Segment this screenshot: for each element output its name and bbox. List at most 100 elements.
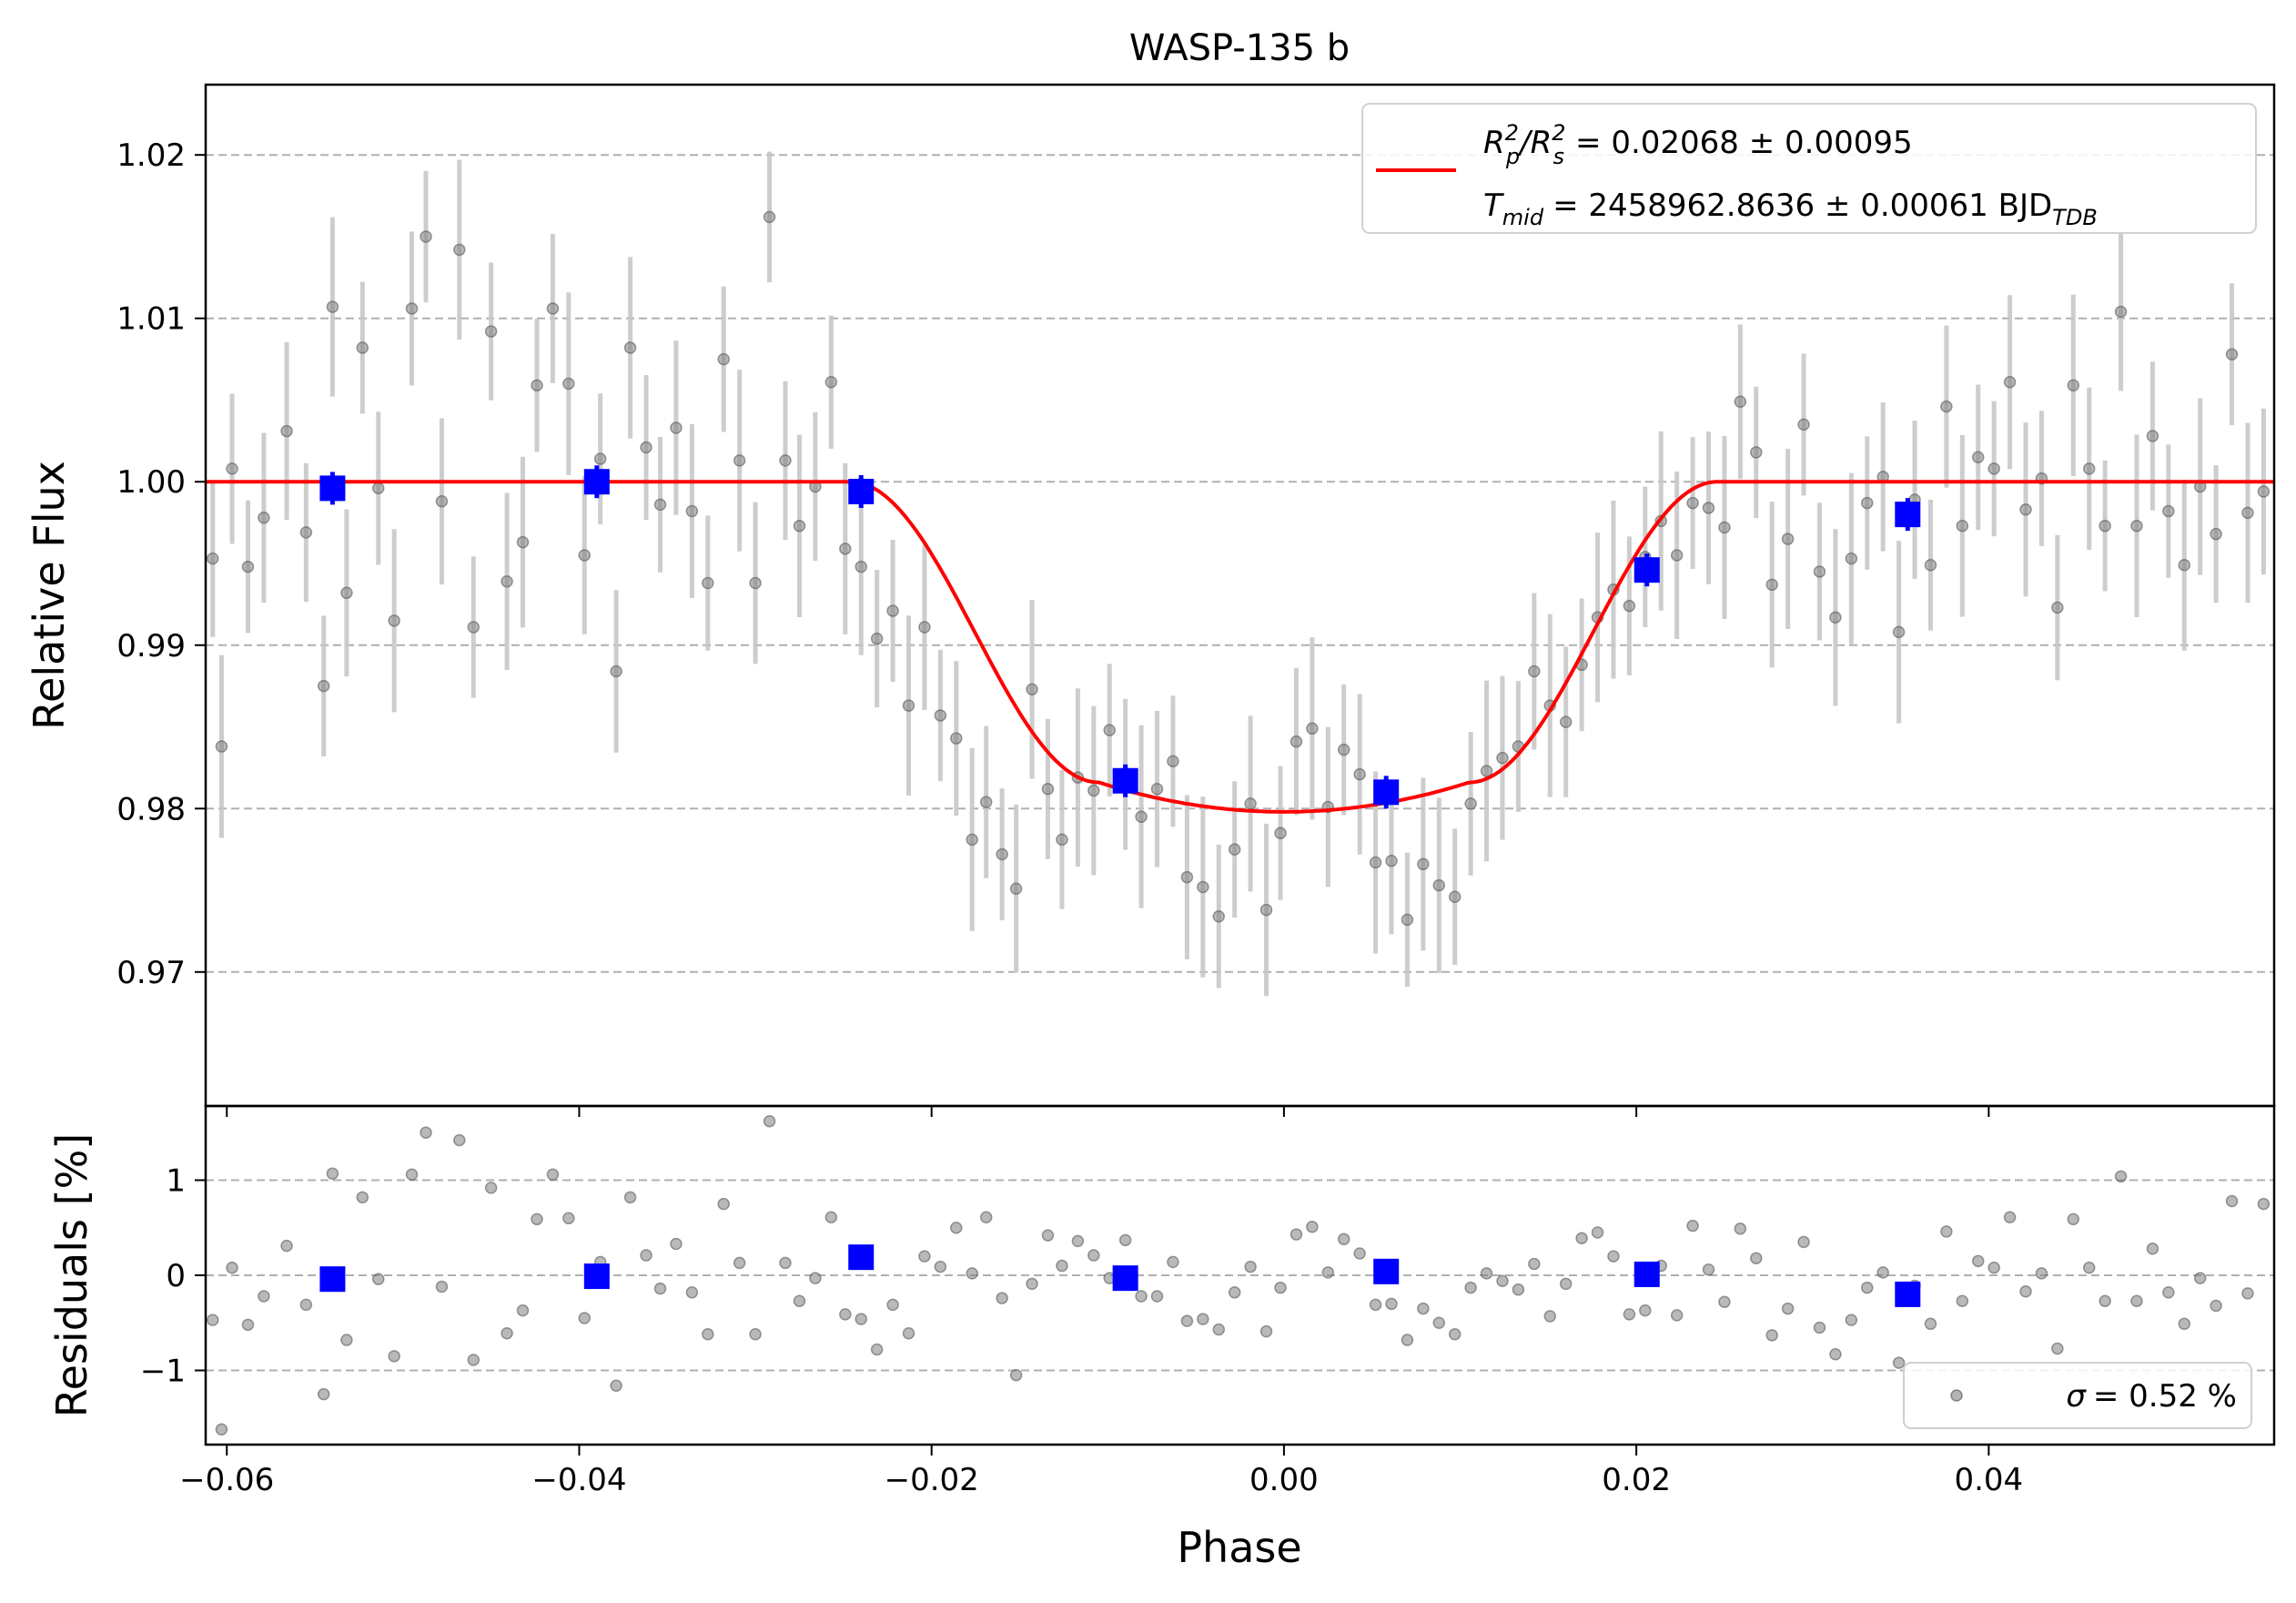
flux-raw-point <box>1734 395 1747 409</box>
residual-raw-point <box>1940 1225 1953 1238</box>
residual-raw-point <box>1071 1234 1085 1248</box>
residual-raw-point <box>1353 1247 1366 1260</box>
residual-raw-point <box>934 1260 947 1273</box>
flux-raw-point <box>484 325 498 338</box>
flux-raw-point <box>1781 533 1795 545</box>
residual-raw-point <box>1259 1324 1273 1338</box>
flux-raw-point <box>1369 856 1382 869</box>
flux-raw-point <box>1353 767 1366 781</box>
flux-raw-point <box>966 833 978 847</box>
residual-raw-point <box>371 1273 385 1285</box>
flux-raw-point <box>435 495 449 508</box>
residual-raw-point <box>531 1212 543 1226</box>
residual-raw-point <box>420 1126 432 1140</box>
x-tick-label: 0.04 <box>1954 1462 2023 1498</box>
residual-raw-point <box>405 1168 419 1181</box>
residuals-legend-box <box>1903 1362 2252 1429</box>
flux-raw-point <box>2051 601 2064 614</box>
flux-raw-point <box>902 699 915 712</box>
residuals-y-tick-label: 1 <box>166 1163 186 1200</box>
flux-y-tick-label: 1.02 <box>116 137 186 174</box>
residual-raw-point <box>702 1328 714 1341</box>
residual-raw-point <box>824 1211 838 1224</box>
flux-binned-point <box>1895 502 1921 528</box>
x-tick-label: 0.02 <box>1602 1462 1671 1498</box>
flux-raw-point <box>1228 843 1241 856</box>
flux-raw-point <box>1956 519 1969 533</box>
flux-raw-point <box>950 732 963 745</box>
residual-raw-point <box>1464 1281 1477 1294</box>
residual-raw-point <box>653 1282 667 1295</box>
residual-raw-point <box>717 1197 730 1211</box>
flux-y-tick-label: 1.00 <box>116 464 186 501</box>
flux-raw-point <box>1041 782 1055 796</box>
flux-raw-point <box>763 210 776 224</box>
residual-raw-point <box>1956 1294 1969 1307</box>
residual-raw-point <box>1971 1254 1985 1268</box>
residual-raw-point <box>453 1133 466 1147</box>
flux-y-tick-label: 0.98 <box>116 791 186 827</box>
residuals-y-tick-label: −1 <box>140 1353 186 1389</box>
flux-raw-point <box>1259 903 1273 917</box>
residual-raw-point <box>1734 1223 1747 1235</box>
residual-raw-point <box>610 1379 622 1392</box>
flux-raw-point <box>531 379 543 392</box>
flux-raw-point <box>2178 559 2191 572</box>
residual-binned-point <box>1895 1281 1921 1307</box>
flux-raw-point <box>2210 527 2222 541</box>
residual-raw-point <box>1670 1309 1684 1322</box>
legend-residual-swatch <box>1950 1389 1963 1402</box>
flux-raw-point <box>388 614 400 627</box>
residual-raw-point <box>640 1249 652 1262</box>
flux-raw-point <box>2162 504 2175 518</box>
transit-model-line <box>206 480 2274 814</box>
residual-raw-point <box>467 1354 480 1366</box>
flux-raw-point <box>1464 797 1477 810</box>
residual-raw-point <box>979 1211 993 1224</box>
flux-raw-point <box>2082 462 2096 475</box>
x-axis-label: Phase <box>1177 1523 1301 1572</box>
flux-raw-point <box>979 796 993 808</box>
flux-raw-point <box>640 441 652 454</box>
residual-raw-point <box>1167 1255 1179 1269</box>
x-tick-label: −0.02 <box>885 1462 979 1498</box>
flux-raw-point <box>1797 418 1810 431</box>
flux-raw-point <box>280 424 293 438</box>
flux-raw-point <box>1087 784 1100 797</box>
residual-raw-point <box>2241 1287 2254 1300</box>
flux-binned-point <box>1112 767 1138 794</box>
residual-raw-point <box>749 1328 762 1341</box>
flux-raw-point <box>1212 910 1226 923</box>
residual-binned-point <box>319 1266 346 1293</box>
flux-raw-point <box>1009 882 1023 895</box>
residual-raw-point <box>2257 1197 2271 1211</box>
residual-raw-point <box>2114 1170 2128 1183</box>
flux-raw-point <box>516 535 530 549</box>
flux-raw-point <box>2019 503 2032 516</box>
residual-raw-point <box>1087 1249 1100 1262</box>
residual-raw-point <box>1765 1329 1778 1342</box>
residual-raw-point <box>1197 1313 1209 1325</box>
residual-raw-point <box>317 1387 330 1401</box>
flux-raw-point <box>2146 430 2159 442</box>
residual-raw-point <box>1150 1290 1164 1303</box>
residual-raw-point <box>1385 1297 1398 1311</box>
flux-raw-point <box>467 621 480 634</box>
residual-binned-point <box>1373 1258 1400 1284</box>
residual-raw-point <box>206 1314 219 1326</box>
flux-raw-point <box>670 421 683 434</box>
flux-raw-point <box>1337 743 1350 756</box>
legend-tmid-line: Tmid = 2458962.8636 ± 0.00061 BJDTDB <box>1483 188 2098 230</box>
flux-raw-point <box>2130 519 2143 533</box>
residual-raw-point <box>733 1256 746 1270</box>
residual-raw-point <box>2130 1294 2143 1307</box>
flux-raw-point <box>2003 375 2017 389</box>
flux-raw-point <box>1056 833 1068 847</box>
residual-raw-point <box>2099 1294 2111 1307</box>
flux-raw-point <box>2241 506 2254 520</box>
flux-raw-point <box>1417 857 1430 871</box>
flux-raw-point <box>1167 755 1179 767</box>
flux-raw-point <box>996 847 1008 861</box>
flux-raw-point <box>1750 446 1763 459</box>
